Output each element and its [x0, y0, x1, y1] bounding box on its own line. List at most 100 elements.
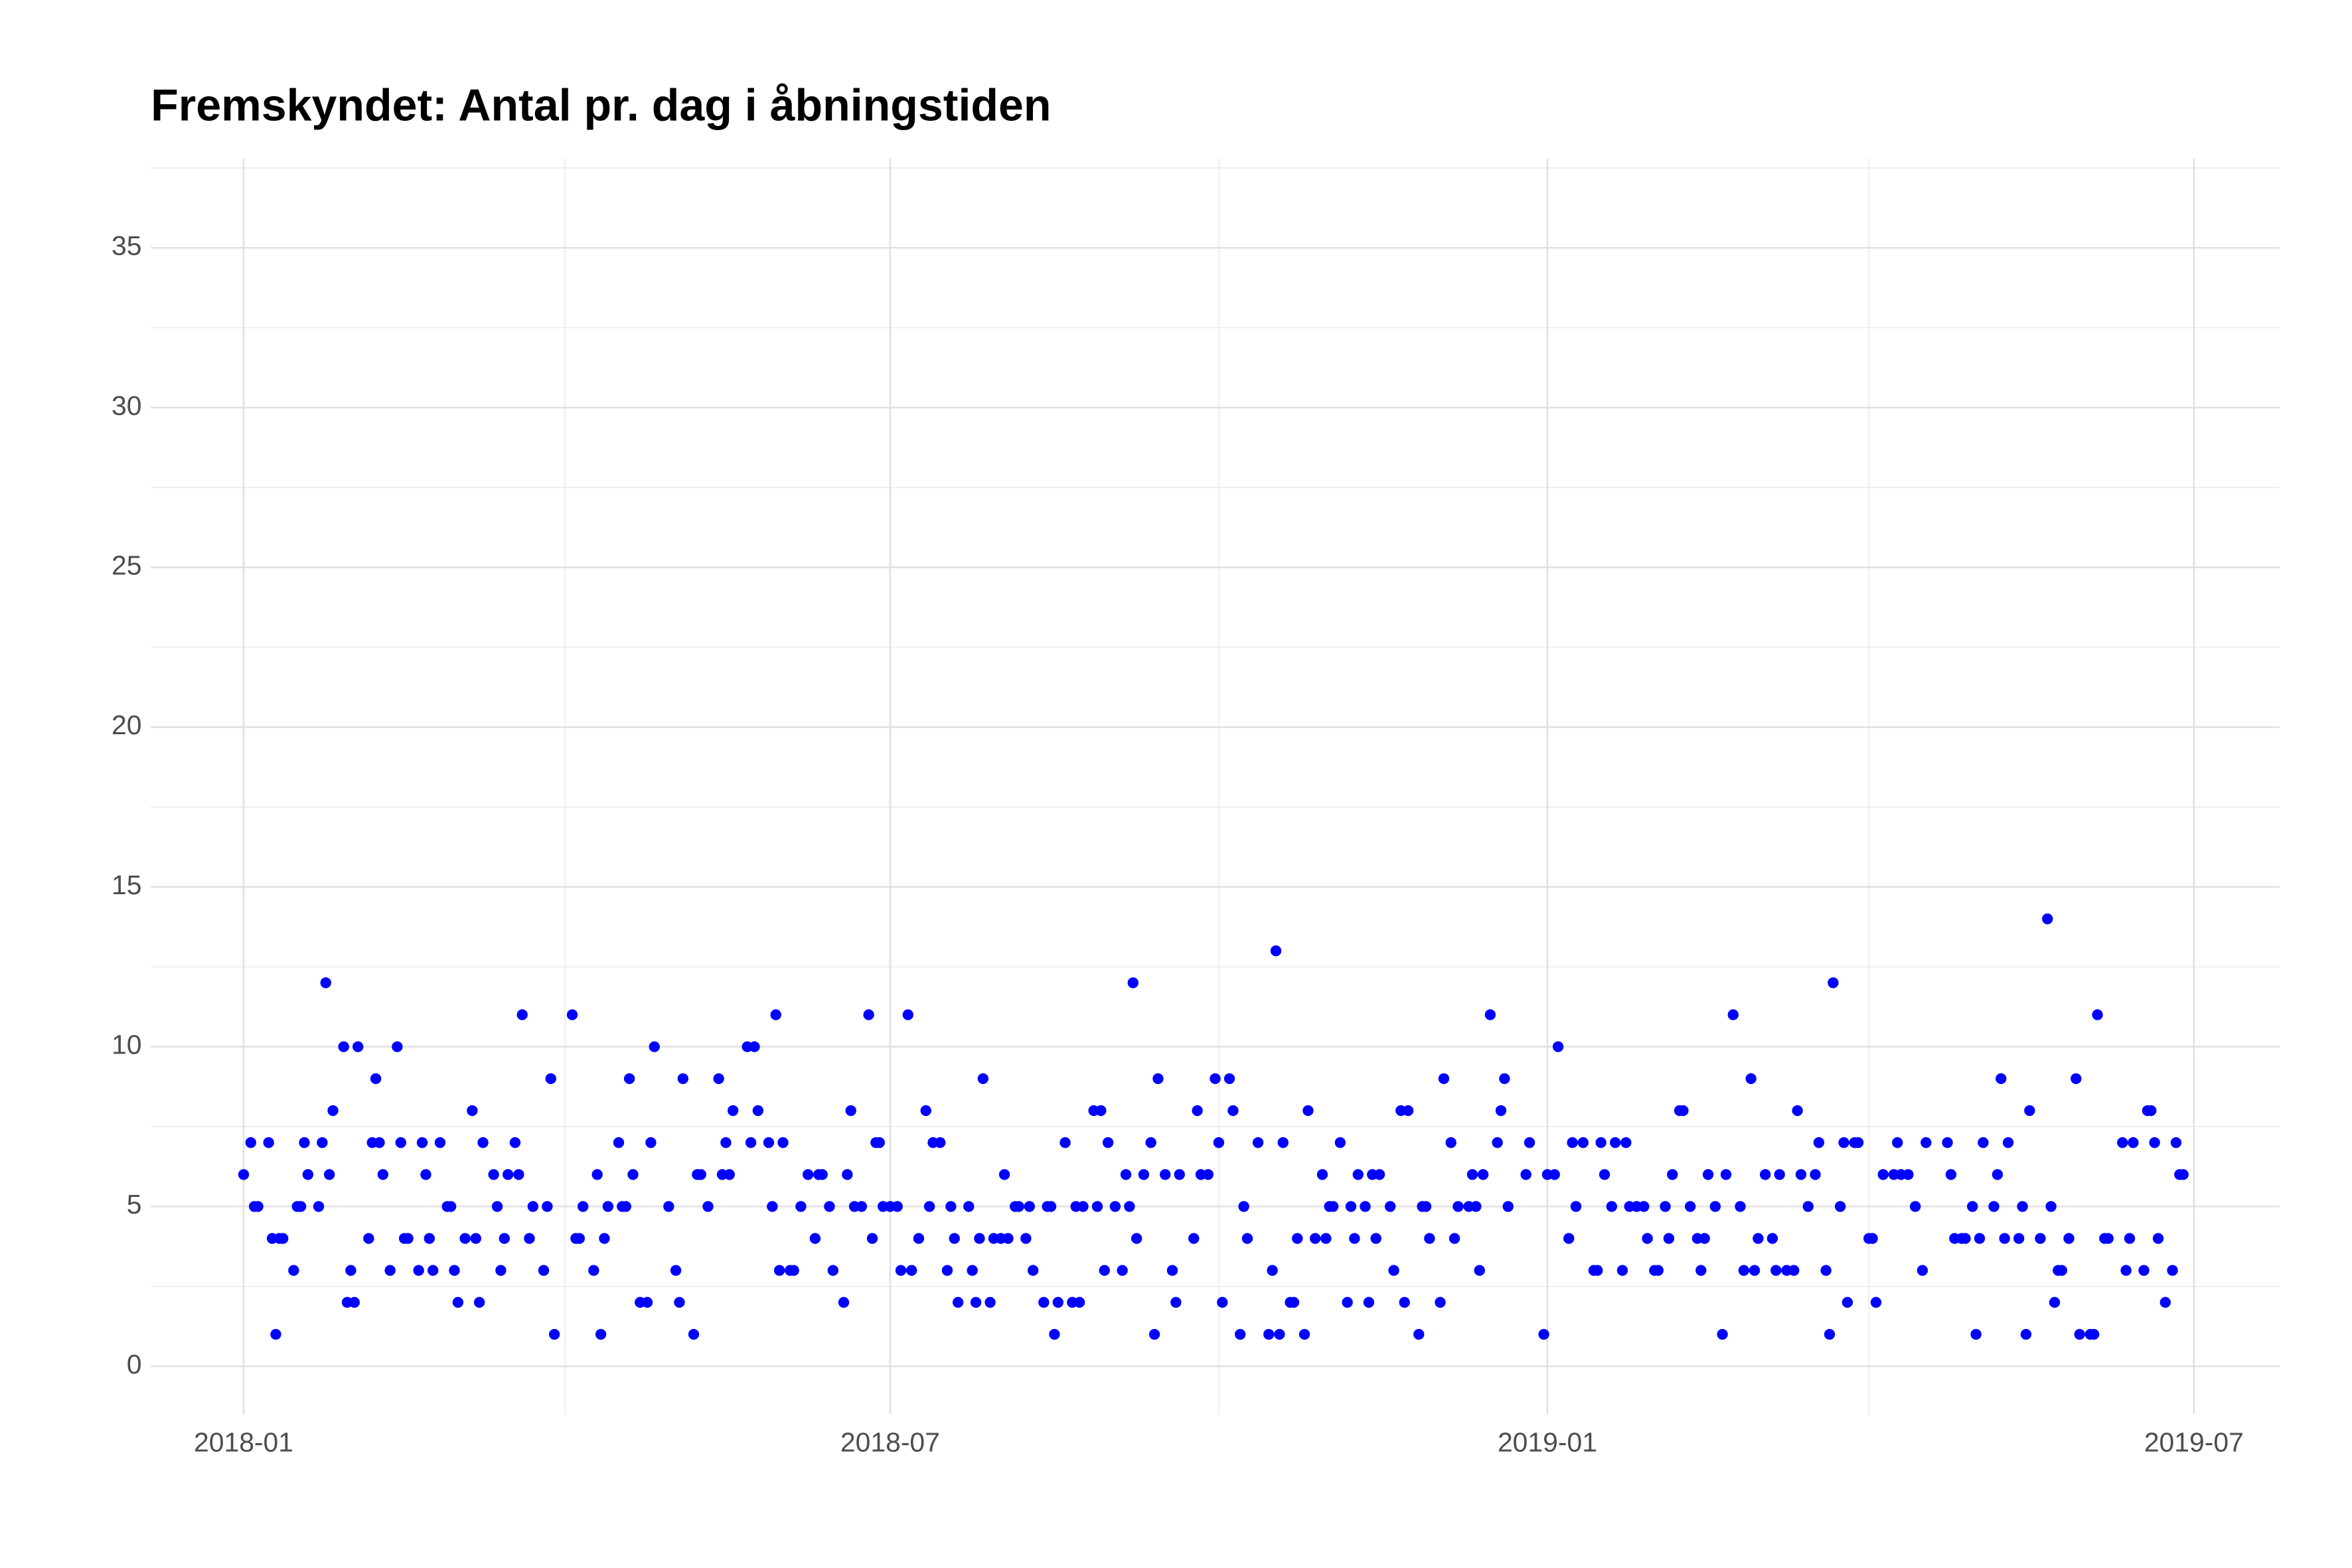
point: [613, 1137, 625, 1148]
point: [1538, 1328, 1549, 1340]
point: [1310, 1233, 1321, 1244]
point: [327, 1105, 339, 1117]
point: [1109, 1201, 1121, 1212]
point: [842, 1169, 853, 1180]
point: [838, 1296, 850, 1308]
points: [238, 913, 2189, 1340]
point: [1921, 1137, 1932, 1148]
point: [1974, 1233, 1986, 1244]
point: [2117, 1137, 2128, 1148]
point: [1663, 1233, 1675, 1244]
point: [1753, 1233, 1764, 1244]
point: [1445, 1137, 1456, 1148]
point: [749, 1041, 760, 1052]
point: [817, 1169, 828, 1180]
point: [1599, 1169, 1610, 1180]
y-tick-label: 0: [127, 1349, 142, 1379]
point: [892, 1201, 903, 1212]
point: [1038, 1296, 1050, 1308]
point: [1570, 1201, 1582, 1212]
point: [2146, 1105, 2157, 1117]
point: [713, 1073, 724, 1085]
y-tick-label: 10: [112, 1030, 141, 1060]
point: [645, 1137, 657, 1148]
point: [566, 1009, 578, 1020]
point: [1049, 1328, 1060, 1340]
point: [1695, 1265, 1707, 1276]
point: [353, 1041, 364, 1052]
point: [902, 1009, 913, 1020]
point: [1077, 1201, 1089, 1212]
point: [1095, 1105, 1107, 1117]
point: [1402, 1105, 1414, 1117]
point: [641, 1296, 653, 1308]
point: [516, 1009, 528, 1020]
point: [1298, 1328, 1310, 1340]
point: [1999, 1233, 2010, 1244]
point: [941, 1265, 953, 1276]
x-tick-label: 2019-01: [1498, 1427, 1597, 1458]
point: [866, 1233, 878, 1244]
point: [299, 1137, 310, 1148]
point: [1978, 1137, 1989, 1148]
point: [1288, 1296, 1300, 1308]
point: [802, 1169, 814, 1180]
point: [974, 1233, 985, 1244]
point: [1702, 1169, 1714, 1180]
point: [1795, 1169, 1807, 1180]
point: [1059, 1137, 1071, 1148]
point: [1152, 1073, 1164, 1085]
point: [2013, 1233, 2025, 1244]
point: [1124, 1201, 1135, 1212]
point: [588, 1265, 599, 1276]
point: [1749, 1265, 1761, 1276]
point: [2035, 1233, 2046, 1244]
point: [1213, 1137, 1225, 1148]
point: [2102, 1233, 2114, 1244]
point: [1735, 1201, 1746, 1212]
point: [1210, 1073, 1221, 1085]
point: [720, 1137, 732, 1148]
point: [649, 1041, 660, 1052]
point: [434, 1137, 446, 1148]
point: [663, 1201, 674, 1212]
point: [374, 1137, 385, 1148]
point: [495, 1265, 507, 1276]
point: [302, 1169, 314, 1180]
point: [1170, 1296, 1182, 1308]
point: [2042, 913, 2053, 925]
point: [1131, 1233, 1142, 1244]
point: [1970, 1328, 1982, 1340]
point: [1227, 1105, 1239, 1117]
point: [895, 1265, 907, 1276]
point: [770, 1009, 781, 1020]
point: [1345, 1201, 1357, 1212]
point: [824, 1201, 835, 1212]
point: [1720, 1169, 1732, 1180]
point: [695, 1169, 706, 1180]
point: [935, 1137, 946, 1148]
point: [574, 1233, 585, 1244]
point: [1917, 1265, 1928, 1276]
point: [1320, 1233, 1332, 1244]
point: [1160, 1169, 1171, 1180]
point: [906, 1265, 917, 1276]
point: [1363, 1296, 1375, 1308]
point: [345, 1265, 356, 1276]
point: [795, 1201, 807, 1212]
point: [377, 1169, 389, 1180]
point: [1073, 1296, 1085, 1308]
point: [467, 1105, 478, 1117]
point: [1449, 1233, 1460, 1244]
point: [1549, 1169, 1560, 1180]
point: [473, 1296, 485, 1308]
point: [428, 1265, 439, 1276]
point: [1667, 1169, 1678, 1180]
point: [1292, 1233, 1303, 1244]
point: [323, 1169, 335, 1180]
point: [1277, 1137, 1289, 1148]
point: [1484, 1009, 1496, 1020]
point: [1838, 1137, 1849, 1148]
